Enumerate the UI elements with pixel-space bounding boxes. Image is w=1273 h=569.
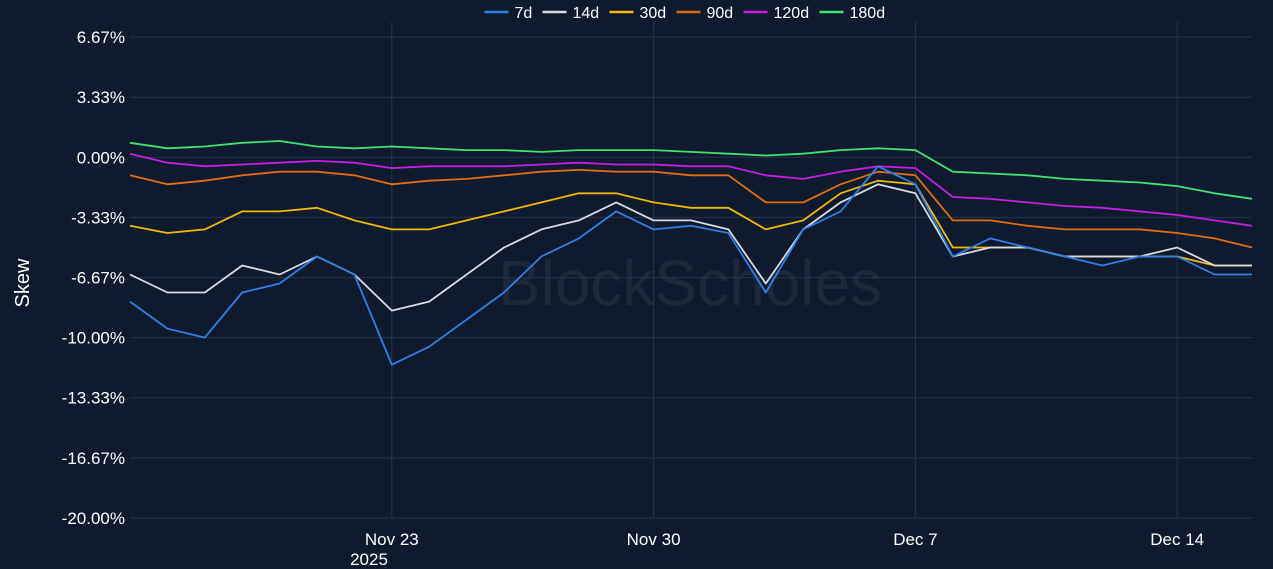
- legend: 7d 14d 30d 90d 120d 180d: [484, 5, 886, 22]
- x-tick-label: Nov 23: [365, 530, 419, 549]
- x-tick-label: Dec 14: [1150, 530, 1204, 549]
- legend-label: 7d: [515, 5, 533, 22]
- legend-label: 30d: [640, 5, 667, 22]
- y-tick-label: -16.67%: [62, 449, 125, 468]
- series-line-180d: [129, 140, 1253, 200]
- x-tick-label: Nov 30: [627, 530, 681, 549]
- legend-item-7d[interactable]: 7d: [484, 5, 533, 22]
- legend-item-14d[interactable]: 14d: [542, 5, 600, 22]
- y-tick-label: -10.00%: [62, 329, 125, 348]
- legend-item-120d[interactable]: 120d: [743, 5, 810, 22]
- y-tick-label: 3.33%: [77, 88, 125, 107]
- y-tick-label: -20.00%: [62, 509, 125, 528]
- series-line-90d: [129, 168, 1253, 249]
- y-tick-label: 6.67%: [77, 28, 125, 47]
- x-axis-year-label: 2025: [350, 550, 388, 569]
- legend-item-30d[interactable]: 30d: [609, 5, 667, 22]
- legend-label: 90d: [707, 5, 734, 22]
- legend-label: 180d: [850, 5, 886, 22]
- y-tick-label: 0.00%: [77, 148, 125, 167]
- y-tick-label: -6.67%: [71, 269, 125, 288]
- series-layer: [129, 140, 1253, 366]
- y-axis: 6.67% 3.33% 0.00% -3.33% -6.67% -10.00% -13.33…: [62, 28, 125, 528]
- legend-item-180d[interactable]: 180d: [819, 5, 886, 22]
- legend-item-90d[interactable]: 90d: [676, 5, 734, 22]
- grid: [130, 22, 1252, 519]
- series-line-120d: [129, 152, 1253, 227]
- y-tick-label: -13.33%: [62, 389, 125, 408]
- watermark: BlockScholes: [498, 247, 882, 319]
- y-tick-label: -3.33%: [71, 208, 125, 227]
- legend-label: 120d: [774, 5, 810, 22]
- y-axis-title: Skew: [12, 258, 34, 307]
- x-tick-label: Dec 7: [893, 530, 937, 549]
- x-axis: Nov 23 Nov 30 Dec 7 Dec 14: [365, 530, 1204, 549]
- legend-label: 14d: [573, 5, 600, 22]
- series-line-7d: [129, 165, 1252, 366]
